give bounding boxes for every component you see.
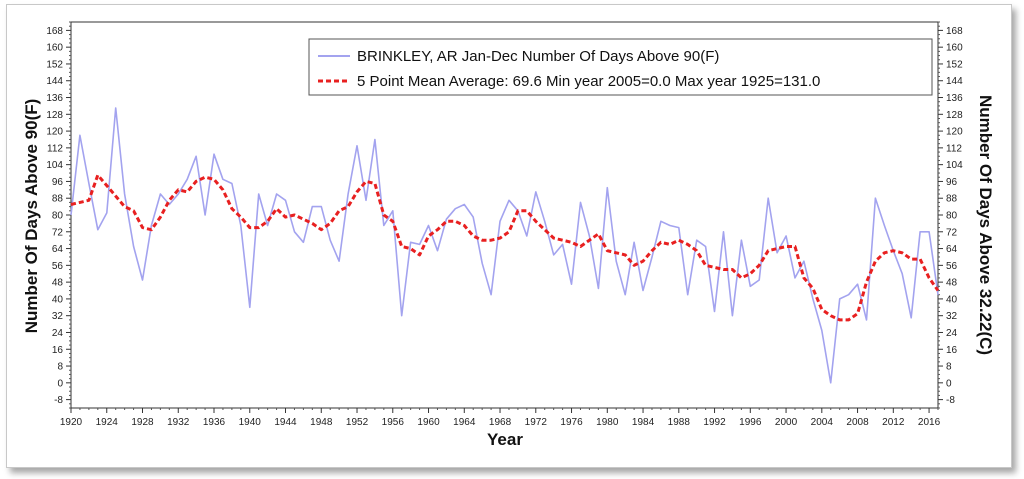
y-tick-label-right: 128 [946, 110, 963, 121]
y-tick-label-right: 144 [946, 76, 963, 87]
y-axis-title-left: Number Of Days Above 90(F) [22, 99, 41, 334]
y-tick-label-left: 56 [52, 261, 64, 272]
x-tick-label: 2016 [918, 417, 941, 428]
y-tick-label-right: 80 [946, 211, 958, 222]
x-tick-label: 1928 [131, 417, 154, 428]
x-tick-label: 1952 [346, 417, 369, 428]
y-tick-label-left: 64 [52, 244, 64, 255]
y-tick-label-left: 48 [52, 278, 64, 289]
y-tick-label-left: 112 [47, 143, 63, 154]
y-tick-label-right: 152 [946, 59, 963, 70]
y-tick-label-left: 96 [52, 177, 64, 188]
x-tick-label: 1988 [668, 417, 691, 428]
y-tick-label-left: 24 [52, 328, 64, 339]
legend: BRINKLEY, AR Jan-Dec Number Of Days Abov… [308, 38, 933, 96]
legend-box [308, 38, 933, 96]
x-tick-label: 1956 [382, 417, 405, 428]
y-tick-label-left: -8 [54, 395, 63, 406]
series-layer [70, 107, 940, 384]
y-tick-label-left: 88 [52, 194, 64, 205]
y-tick-label-right: 40 [946, 294, 958, 305]
y-tick-label-right: 64 [946, 244, 958, 255]
y-tick-label-right: 88 [946, 194, 958, 205]
x-tick-label: 1992 [703, 417, 726, 428]
y-tick-label-right: 16 [946, 345, 958, 356]
x-tick-label: 1984 [632, 417, 655, 428]
x-tick-label: 1940 [239, 417, 262, 428]
x-tick-label: 1936 [203, 417, 226, 428]
x-tick-label: 1964 [453, 417, 476, 428]
y-tick-label-right: 160 [946, 43, 963, 54]
x-tick-label: 2012 [882, 417, 905, 428]
x-tick-label: 1948 [310, 417, 333, 428]
y-tick-label-left: 72 [52, 227, 64, 238]
y-tick-label-left: 8 [57, 362, 63, 373]
x-tick-label: 1944 [274, 417, 297, 428]
y-tick-label-left: 144 [46, 76, 63, 87]
x-tick-label: 2008 [846, 417, 869, 428]
y-tick-label-right: 48 [946, 278, 958, 289]
y-tick-label-right: 32 [946, 311, 958, 322]
y-tick-label-right: 96 [946, 177, 958, 188]
y-tick-label-right: 104 [946, 160, 963, 171]
series-line-5-point-mean [70, 173, 940, 322]
x-tick-label: 1920 [60, 417, 83, 428]
y-tick-label-right: 56 [946, 261, 958, 272]
x-tick-label: 1932 [167, 417, 190, 428]
x-tick-label: 2000 [775, 417, 798, 428]
y-tick-label-right: 24 [946, 328, 958, 339]
x-tick-label: 1960 [417, 417, 440, 428]
x-tick-label: 1924 [96, 417, 119, 428]
y-tick-label-left: 80 [52, 211, 64, 222]
y-tick-label-left: 40 [52, 294, 64, 305]
y-tick-label-left: 160 [46, 43, 63, 54]
y-tick-label-left: 104 [46, 160, 63, 171]
y-tick-label-right: 168 [946, 26, 963, 37]
legend-label-raw: BRINKLEY, AR Jan-Dec Number Of Days Abov… [357, 48, 719, 65]
y-axis-title-right: Number Of Days Above 32.22(C) [976, 95, 995, 355]
y-tick-label-left: 16 [52, 345, 64, 356]
y-tick-label-right: -8 [946, 395, 955, 406]
y-tick-label-right: 120 [946, 127, 963, 138]
y-tick-label-right: 0 [946, 378, 952, 389]
y-tick-label-right: 72 [946, 227, 958, 238]
legend-label-mean: 5 Point Mean Average: 69.6 Min year 2005… [357, 73, 820, 90]
x-axis-title: Year [487, 430, 523, 449]
x-tick-label: 1968 [489, 417, 512, 428]
y-tick-label-left: 152 [46, 59, 63, 70]
y-tick-label-left: 168 [46, 26, 63, 37]
y-tick-label-right: 8 [946, 362, 952, 373]
y-tick-label-left: 128 [46, 110, 63, 121]
x-tick-label: 2004 [811, 417, 834, 428]
y-tick-label-left: 0 [57, 378, 63, 389]
x-tick-label: 1980 [596, 417, 619, 428]
y-tick-label-right: 112 [946, 143, 962, 154]
x-tick-label: 1976 [560, 417, 583, 428]
y-tick-label-left: 32 [52, 311, 64, 322]
y-tick-label-left: 136 [46, 93, 63, 104]
y-tick-label-right: 136 [946, 93, 963, 104]
x-tick-label: 1996 [739, 417, 762, 428]
series-line-days-above-90 [70, 107, 939, 384]
y-tick-label-left: 120 [46, 127, 63, 138]
x-tick-label: 1972 [525, 417, 548, 428]
